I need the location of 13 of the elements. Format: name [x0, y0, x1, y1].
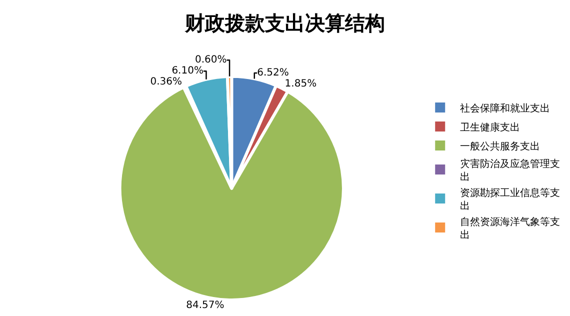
legend-label: 资源勘探工业信息等支出: [460, 186, 560, 212]
data-label: 84.57%: [186, 300, 224, 311]
legend-label: 社会保障和就业支出: [460, 102, 550, 114]
legend-label: 自然资源海洋气象等支出: [460, 216, 560, 241]
legend-label: 灾害防治及应急管理支出: [460, 158, 560, 183]
data-label: 0.60%: [195, 54, 227, 66]
legend-label: 卫生健康支出: [460, 121, 520, 134]
chart-title: 财政拨款支出决算结构: [184, 10, 385, 35]
legend-label: 一般公共服务支出: [460, 140, 540, 152]
data-label: 6.52%: [257, 68, 289, 79]
data-label: 6.10%: [172, 66, 204, 77]
data-label: 0.36%: [150, 76, 182, 88]
data-label: 1.85%: [284, 78, 317, 90]
